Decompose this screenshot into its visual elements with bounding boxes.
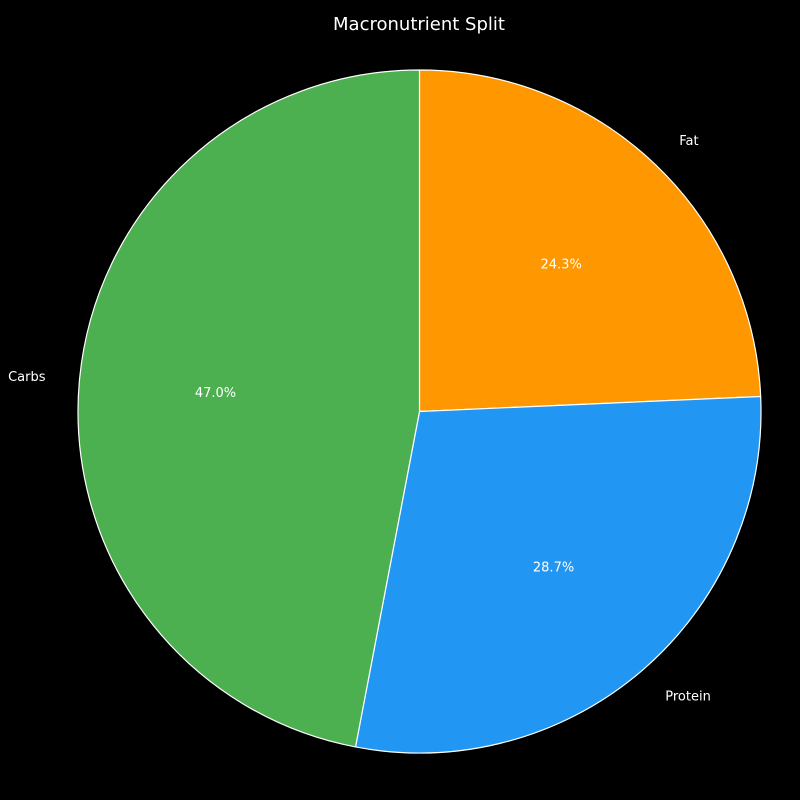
pie-pct-label-carbs: 47.0%	[195, 386, 236, 401]
pie-slices	[77, 69, 762, 754]
pie-labels: 24.3% Fat 28.7% Protein 47.0% Carbs	[8, 134, 711, 705]
pie-category-label-protein: Protein	[665, 690, 711, 705]
chart-title: Macronutrient Split	[333, 14, 505, 35]
pie-pct-label-fat: 24.3%	[541, 257, 582, 272]
pie-category-label-fat: Fat	[679, 134, 698, 149]
pie-pct-label-protein: 28.7%	[533, 560, 574, 575]
pie-slice-carbs	[77, 69, 421, 748]
pie-slice-fat	[418, 69, 762, 413]
pie-slice-protein	[354, 395, 762, 754]
pie-category-label-carbs: Carbs	[8, 370, 46, 385]
